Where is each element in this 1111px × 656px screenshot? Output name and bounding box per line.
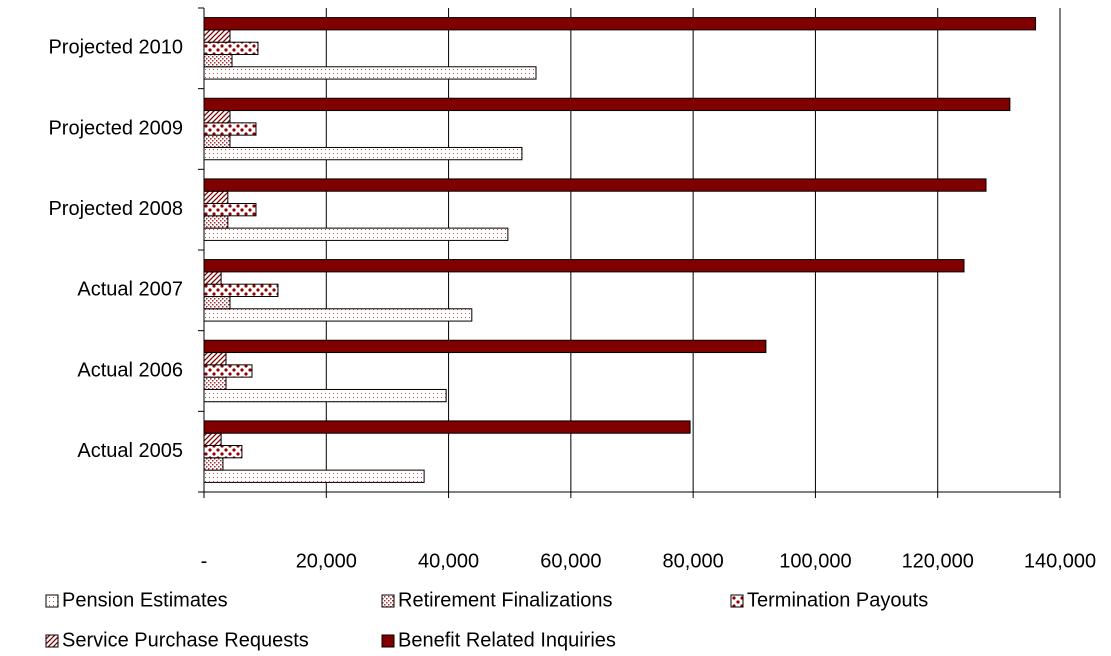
legend-label: Termination Payouts [747,589,928,611]
bar [203,97,1011,112]
bar [203,178,987,192]
legend-label: Pension Estimates [62,589,228,611]
bar [203,29,231,43]
x-tick-label: 120,000 [902,550,974,572]
bar [203,295,231,310]
x-tick-label: 20,000 [296,550,357,572]
bar [203,339,767,354]
y-tick-label: Actual 2007 [77,279,183,301]
legend-swatch [381,634,395,648]
bar [203,352,227,366]
bar [203,146,523,161]
bar [203,364,253,378]
bar [203,469,425,483]
legend-label: Benefit Related Inquiries [398,629,616,651]
bar [203,457,224,471]
y-tick-label: Projected 2008 [48,198,183,220]
y-tick-label: Actual 2006 [77,359,183,381]
bar [203,388,447,403]
x-tick-label: 100,000 [779,550,851,572]
bar [203,215,229,229]
bar [203,308,473,322]
legend-swatch [45,594,59,608]
bar [203,203,257,217]
bar [203,53,233,68]
legend-swatch [381,594,395,608]
bar [203,420,691,434]
y-tick-label: Actual 2005 [77,440,183,462]
x-tick-label: - [201,550,208,572]
bar [203,271,222,285]
x-tick-label: 40,000 [418,550,479,572]
bar [203,66,537,80]
legend-swatch [730,594,744,608]
bar [203,110,231,124]
bar [203,190,229,205]
legend-swatch [45,634,59,648]
bar [203,283,279,297]
bar [203,227,509,241]
bar [203,445,243,459]
bar [203,134,231,148]
legend-label: Service Purchase Requests [62,629,309,651]
bar [203,376,227,390]
y-tick-label: Projected 2010 [48,37,183,59]
legend-label: Retirement Finalizations [398,589,613,611]
x-tick-label: 80,000 [663,550,724,572]
bar [203,122,257,136]
bar [203,259,965,273]
x-tick-label: 140,000 [1024,550,1096,572]
bar [203,17,1037,31]
bar [203,41,259,55]
bar [203,432,222,447]
x-tick-label: 60,000 [540,550,601,572]
y-tick-label: Projected 2009 [48,117,183,139]
